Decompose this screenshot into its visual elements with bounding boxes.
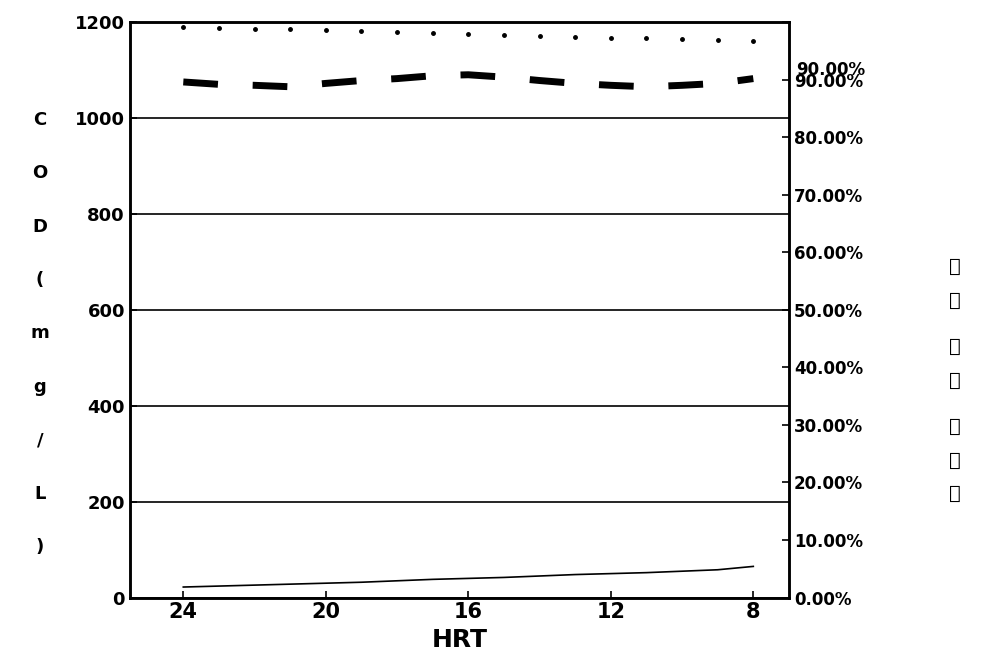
Text: 水: 水 [949,371,961,390]
Text: 进: 进 [949,257,961,276]
Text: (: ( [36,271,44,289]
Text: ): ) [36,538,44,556]
Text: C: C [33,111,47,129]
Text: 率: 率 [949,484,961,503]
Text: 出: 出 [949,338,961,356]
Text: 除: 除 [949,451,961,470]
Text: /: / [37,432,43,449]
Text: 去: 去 [949,418,961,436]
Text: m: m [31,325,49,342]
Text: 90.00%: 90.00% [796,61,865,79]
X-axis label: HRT: HRT [431,628,487,652]
Text: g: g [34,378,46,396]
Text: O: O [32,165,48,182]
Text: 水: 水 [949,291,961,309]
Text: D: D [32,218,48,235]
Text: L: L [34,485,46,502]
